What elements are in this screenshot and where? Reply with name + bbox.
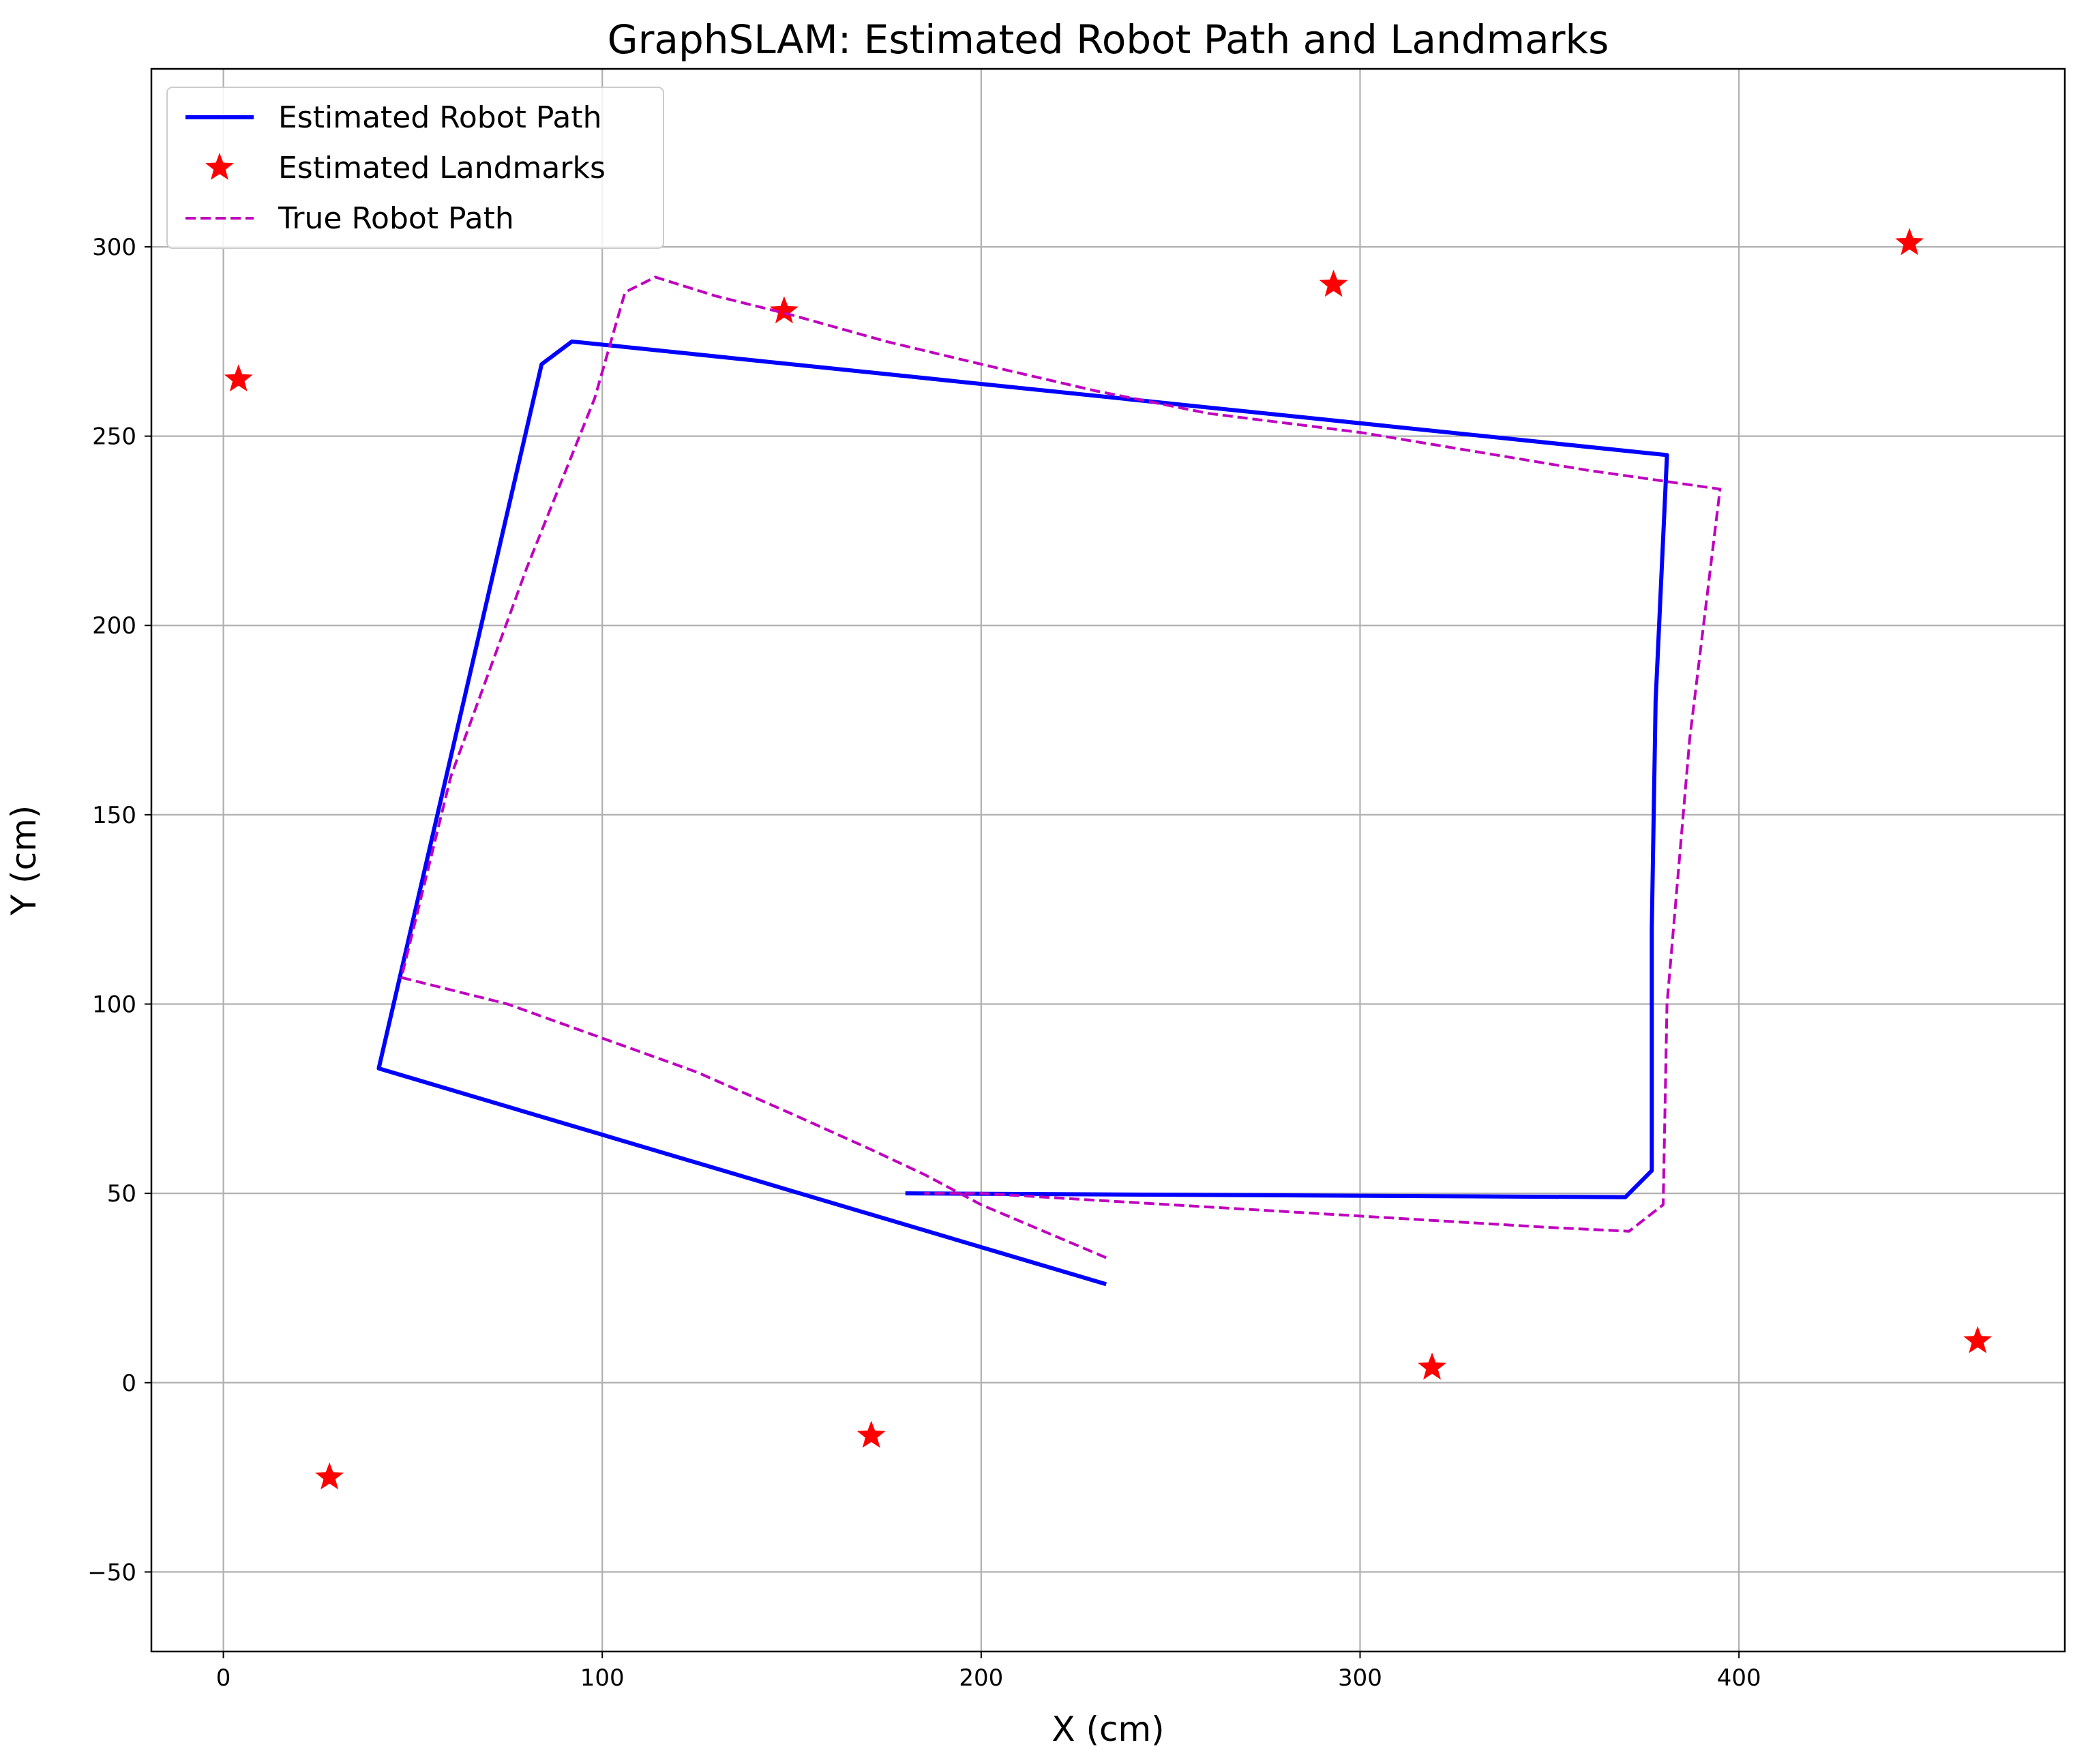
chart-title: GraphSLAM: Estimated Robot Path and Land… [608, 16, 1609, 63]
y-tick-label: 250 [92, 423, 136, 451]
landmark-star [770, 296, 799, 324]
plot-frame [150, 68, 2066, 1653]
y-tick-label: 150 [92, 802, 136, 829]
y-tick-label: 200 [92, 612, 136, 640]
legend-label-true-robot-path: True Robot Path [278, 201, 514, 236]
x-tick-label: 100 [580, 1664, 625, 1692]
y-tick-label: 0 [121, 1370, 136, 1397]
landmark-star [224, 364, 253, 392]
landmark-star [315, 1462, 344, 1490]
estimated-robot-path-line [376, 339, 1669, 1287]
landmark-star [1319, 269, 1348, 297]
grid [151, 69, 2065, 1651]
x-tick-label: 0 [216, 1664, 231, 1692]
landmark-star [1895, 228, 1924, 256]
x-tick-label: 200 [959, 1664, 1003, 1692]
legend: Estimated Robot Path Estimated Landmarks T… [166, 87, 664, 249]
plot-area [151, 69, 2065, 1651]
y-tick-label: 100 [92, 991, 136, 1019]
legend-frame [166, 87, 664, 249]
y-axis-title: Y (cm) [4, 805, 44, 916]
axis-ticks: 0 100 200 300 400 −50 0 50 100 150 200 250 300 [87, 234, 1761, 1692]
landmark-star [856, 1420, 886, 1448]
y-tick-label: 300 [92, 234, 136, 261]
y-tick-label: −50 [87, 1559, 136, 1586]
x-tick-label: 300 [1338, 1664, 1382, 1692]
true-robot-path-line [400, 275, 1722, 1259]
legend-swatch-estimated-landmarks [205, 153, 234, 180]
legend-label-estimated-landmarks: Estimated Landmarks [278, 151, 606, 185]
x-axis-title: X (cm) [1052, 1709, 1164, 1749]
y-tick-label: 50 [107, 1180, 136, 1208]
landmark-star [1418, 1352, 1446, 1380]
landmark-star [1963, 1326, 1993, 1354]
legend-label-estimated-robot-path: Estimated Robot Path [278, 100, 602, 135]
series-layer [224, 228, 1993, 1490]
x-tick-label: 400 [1717, 1664, 1761, 1692]
